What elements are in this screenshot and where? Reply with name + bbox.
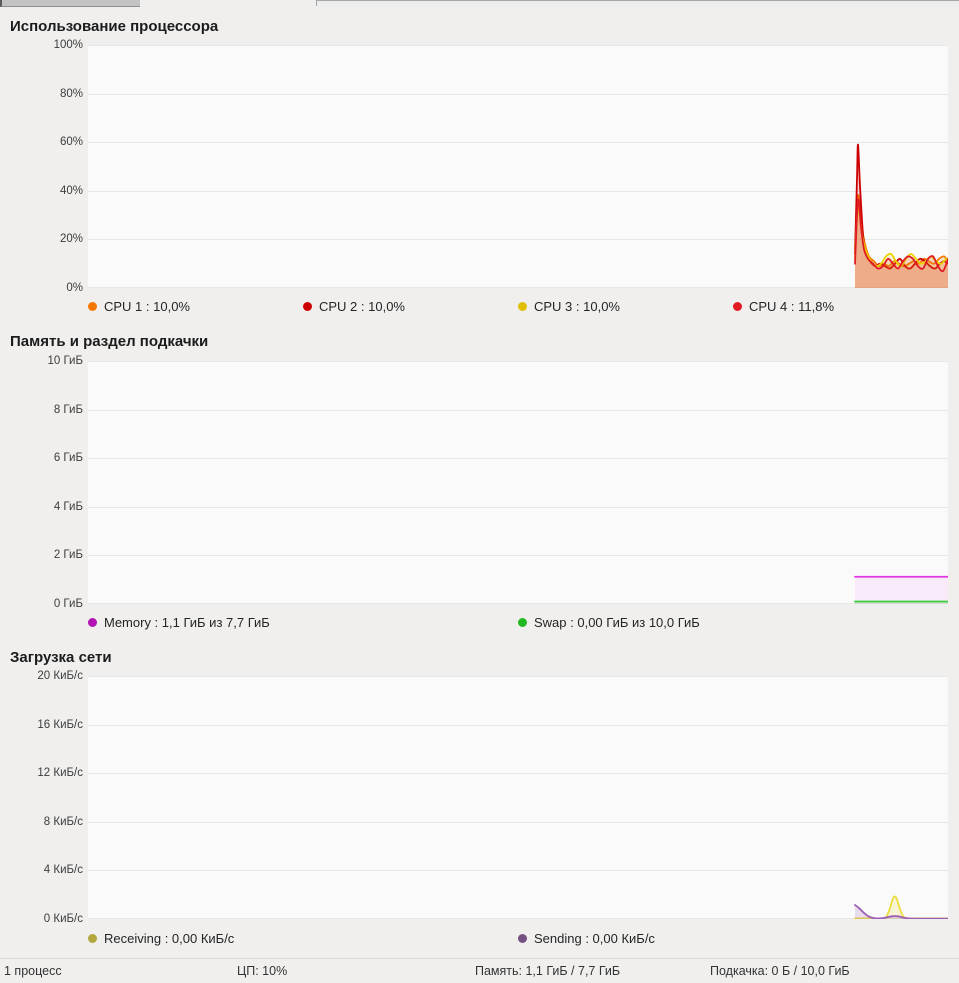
memory-legend-item: Memory : 1,1 ГиБ из 7,7 ГиБ: [88, 613, 270, 631]
cpu-tick-60: 60%: [59, 136, 83, 148]
status-process-count: 1 процесс: [4, 964, 62, 978]
tab-partial-left[interactable]: [0, 0, 140, 7]
receiving-legend-item: Receiving : 0,00 КиБ/с: [88, 929, 234, 947]
cpu-y-axis: 100% 80% 60% 40% 20% 0%: [0, 39, 83, 294]
cpu-chart: [88, 45, 948, 288]
memory-color-dot-icon: [88, 617, 97, 627]
network-legend: Receiving : 0,00 КиБ/с Sending : 0,00 Ки…: [0, 929, 959, 947]
net-tick-0: 0 КиБ/с: [43, 913, 83, 925]
cpu2-legend-item: CPU 2 : 10,0%: [303, 297, 405, 315]
cpu1-legend-label: CPU 1 : 10,0%: [104, 298, 190, 314]
cpu4-legend-item: CPU 4 : 11,8%: [733, 297, 834, 315]
cpu1-color-dot-icon: [88, 301, 97, 311]
net-tick-4: 4 КиБ/с: [43, 864, 83, 876]
cpu-tick-20: 20%: [59, 233, 83, 245]
net-tick-20: 20 КиБ/с: [37, 670, 83, 682]
mem-tick-0: 0 ГиБ: [53, 598, 83, 610]
net-tick-12: 12 КиБ/с: [37, 767, 83, 779]
network-chart: [88, 676, 948, 919]
receiving-legend-label: Receiving : 0,00 КиБ/с: [104, 930, 235, 946]
cpu-tick-80: 80%: [59, 88, 83, 100]
mem-tick-6: 6 ГиБ: [53, 452, 83, 464]
cpu-tick-0: 0%: [66, 282, 83, 294]
mem-tick-10: 10 ГиБ: [47, 355, 83, 367]
status-memory: Память: 1,1 ГиБ / 7,7 ГиБ: [475, 964, 621, 978]
memory-y-axis: 10 ГиБ 8 ГиБ 6 ГиБ 4 ГиБ 2 ГиБ 0 ГиБ: [0, 355, 83, 610]
cpu-section-title: Использование процессора: [10, 18, 219, 35]
network-section-title: Загрузка сети: [10, 649, 112, 666]
swap-legend-item: Swap : 0,00 ГиБ из 10,0 ГиБ: [518, 613, 700, 631]
cpu2-legend-label: CPU 2 : 10,0%: [319, 298, 405, 314]
mem-tick-4: 4 ГиБ: [53, 501, 83, 513]
memory-chart: [88, 361, 948, 604]
cpu4-color-dot-icon: [733, 301, 742, 311]
swap-legend-label: Swap : 0,00 ГиБ из 10,0 ГиБ: [534, 614, 700, 630]
sending-legend-label: Sending : 0,00 КиБ/с: [534, 930, 655, 946]
mem-tick-8: 8 ГиБ: [53, 404, 83, 416]
cpu3-legend-label: CPU 3 : 10,0%: [534, 298, 620, 314]
cpu-tick-40: 40%: [59, 185, 83, 197]
status-bar: 1 процесс ЦП: 10% Память: 1,1 ГиБ / 7,7 …: [0, 958, 959, 981]
sending-legend-item: Sending : 0,00 КиБ/с: [518, 929, 655, 947]
cpu4-legend-label: CPU 4 : 11,8%: [749, 298, 835, 314]
cpu-tick-100: 100%: [53, 39, 83, 51]
receiving-color-dot-icon: [88, 933, 97, 943]
swap-color-dot-icon: [518, 617, 527, 627]
memory-legend-label: Memory : 1,1 ГиБ из 7,7 ГиБ: [104, 614, 270, 630]
network-y-axis: 20 КиБ/с 16 КиБ/с 12 КиБ/с 8 КиБ/с 4 КиБ…: [0, 670, 83, 925]
cpu1-legend-item: CPU 1 : 10,0%: [88, 297, 190, 315]
cpu2-color-dot-icon: [303, 301, 312, 311]
sending-color-dot-icon: [518, 933, 527, 943]
status-swap: Подкачка: 0 Б / 10,0 ГиБ: [710, 964, 850, 978]
net-tick-16: 16 КиБ/с: [37, 719, 83, 731]
cpu3-legend-item: CPU 3 : 10,0%: [518, 297, 620, 315]
cpu-legend: CPU 1 : 10,0% CPU 2 : 10,0% CPU 3 : 10,0…: [0, 297, 959, 315]
net-tick-8: 8 КиБ/с: [43, 816, 83, 828]
memory-section-title: Память и раздел подкачки: [10, 333, 209, 350]
tab-partial-right[interactable]: [316, 0, 959, 6]
cpu3-color-dot-icon: [518, 301, 527, 311]
mem-tick-2: 2 ГиБ: [53, 549, 83, 561]
status-cpu: ЦП: 10%: [237, 964, 288, 978]
memory-legend: Memory : 1,1 ГиБ из 7,7 ГиБ Swap : 0,00 …: [0, 613, 959, 631]
